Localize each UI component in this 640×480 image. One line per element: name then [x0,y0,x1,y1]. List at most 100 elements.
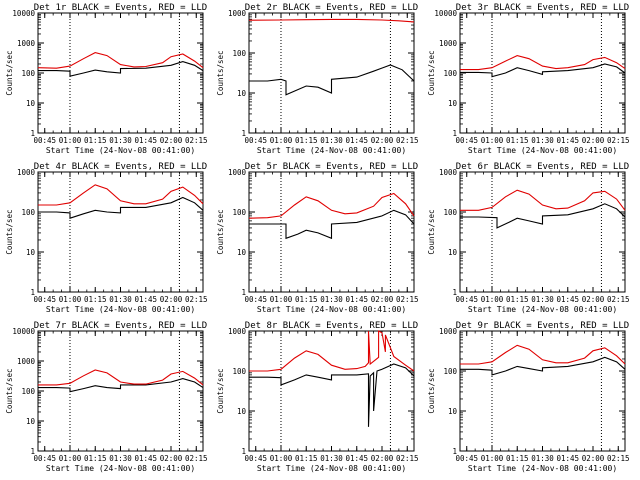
lld-series-line [460,55,626,71]
x-tick-label: 02:00 [160,295,183,304]
x-tick-label: 01:15 [84,136,107,145]
x-tick-label: 02:00 [582,295,605,304]
x-tick-label: 01:00 [481,454,504,463]
y-axis-label: Counts/sec [216,368,225,413]
x-tick-label: 01:45 [134,454,157,463]
x-axis-label: Start Time (24-Nov-08 00:41:00) [46,146,195,155]
lld-series-line [37,52,204,69]
y-tick-label: 100 [443,208,457,217]
x-tick-label: 00:45 [33,454,56,463]
plot-frame [37,171,204,293]
x-tick-label: 00:45 [33,136,56,145]
y-tick-label: 100 [21,208,35,217]
events-series-line [38,378,204,393]
lld-series-line [38,184,204,206]
lld-series-line [38,369,204,386]
y-tick-label: 1 [241,447,246,456]
plot-frame [248,12,415,134]
y-axis-label: Counts/sec [427,209,436,254]
lld-series-line [460,344,626,365]
chart-panel: Det 8r BLACK = Events, RED = LLD 1 10 100 10… [216,321,419,473]
chart-panel: Det 4r BLACK = Events, RED = LLD 1 10 100 10… [5,162,208,314]
x-tick-label: 01:00 [481,136,504,145]
y-tick-label: 1000 [17,168,36,177]
y-tick-label: 1 [452,129,457,138]
x-tick-label: 01:15 [506,295,529,304]
y-tick-label: 1 [241,129,246,138]
lld-series-line [249,330,415,372]
y-tick-label: 10000 [12,9,35,18]
y-tick-label: 1000 [439,327,458,336]
x-tick-label: 01:45 [134,295,157,304]
x-tick-label: 01:15 [506,136,529,145]
chart-panel: Det 9r BLACK = Events, RED = LLD 1 10 100 10… [427,321,630,473]
chart-title: Det 9r BLACK = Events, RED = LLD [456,321,629,331]
chart-title: Det 4r BLACK = Events, RED = LLD [34,162,207,172]
y-tick-label: 1000 [439,168,458,177]
x-tick-label: 01:45 [556,136,579,145]
x-tick-label: 02:00 [582,454,605,463]
x-tick-label: 02:00 [160,454,183,463]
x-tick-label: 01:15 [506,454,529,463]
y-axis-label: Counts/sec [427,50,436,95]
y-tick-label: 100 [232,208,246,217]
y-tick-label: 10000 [12,327,35,336]
x-tick-label: 02:00 [371,454,394,463]
x-tick-label: 01:30 [320,295,343,304]
x-axis-label: Start Time (24-Nov-08 00:41:00) [257,146,406,155]
x-tick-label: 01:45 [345,295,368,304]
x-tick-label: 00:45 [455,454,478,463]
y-tick-label: 10 [448,99,458,108]
x-tick-label: 00:45 [244,136,267,145]
y-axis-label: Counts/sec [5,209,14,254]
y-tick-label: 1 [241,288,246,297]
chart-title: Det 7r BLACK = Events, RED = LLD [34,321,207,331]
chart-title: Det 1r BLACK = Events, RED = LLD [34,3,207,13]
y-tick-label: 10 [26,248,36,257]
y-tick-label: 1000 [17,357,36,366]
chart-panel: Det 1r BLACK = Events, RED = LLD 1 10 100 10… [5,3,208,155]
chart-panel: Det 7r BLACK = Events, RED = LLD 1 10 100 10… [5,321,208,473]
lld-series-line [460,189,626,211]
x-tick-label: 02:00 [160,136,183,145]
x-tick-label: 01:45 [134,136,157,145]
y-tick-label: 10 [448,248,458,257]
y-axis-label: Counts/sec [427,368,436,413]
events-series-line [38,196,204,219]
chart-title: Det 6r BLACK = Events, RED = LLD [456,162,629,172]
y-tick-label: 100 [443,367,457,376]
y-axis-label: Counts/sec [5,368,14,413]
y-axis-label: Counts/sec [216,50,225,95]
x-tick-label: 01:30 [531,136,554,145]
y-tick-label: 1 [452,288,457,297]
y-tick-label: 10000 [434,9,457,18]
y-tick-label: 100 [232,49,246,58]
x-tick-label: 00:45 [455,136,478,145]
x-tick-label: 00:45 [244,454,267,463]
chart-panel: Det 3r BLACK = Events, RED = LLD 1 10 100 10… [427,3,630,155]
y-tick-label: 10 [448,407,458,416]
y-tick-label: 10 [26,417,36,426]
x-tick-label: 01:45 [556,295,579,304]
events-series-line [38,61,204,77]
x-tick-label: 02:15 [607,295,630,304]
x-tick-label: 01:00 [481,295,504,304]
x-tick-label: 01:00 [59,454,82,463]
y-tick-label: 1000 [17,39,36,48]
chart-panel: Det 5r BLACK = Events, RED = LLD 1 10 100 10… [216,162,419,314]
x-tick-label: 02:00 [582,136,605,145]
x-tick-label: 02:15 [185,136,208,145]
plot-frame [37,330,204,452]
events-series-line [460,356,626,376]
x-tick-label: 01:45 [345,136,368,145]
chart-title: Det 3r BLACK = Events, RED = LLD [456,3,629,13]
x-tick-label: 02:00 [371,136,394,145]
y-tick-label: 10 [26,99,36,108]
x-tick-label: 01:15 [295,454,318,463]
x-tick-label: 02:15 [607,454,630,463]
x-tick-label: 00:45 [455,295,478,304]
x-tick-label: 01:15 [295,136,318,145]
lld-series-line [248,192,415,219]
x-tick-label: 02:15 [185,454,208,463]
